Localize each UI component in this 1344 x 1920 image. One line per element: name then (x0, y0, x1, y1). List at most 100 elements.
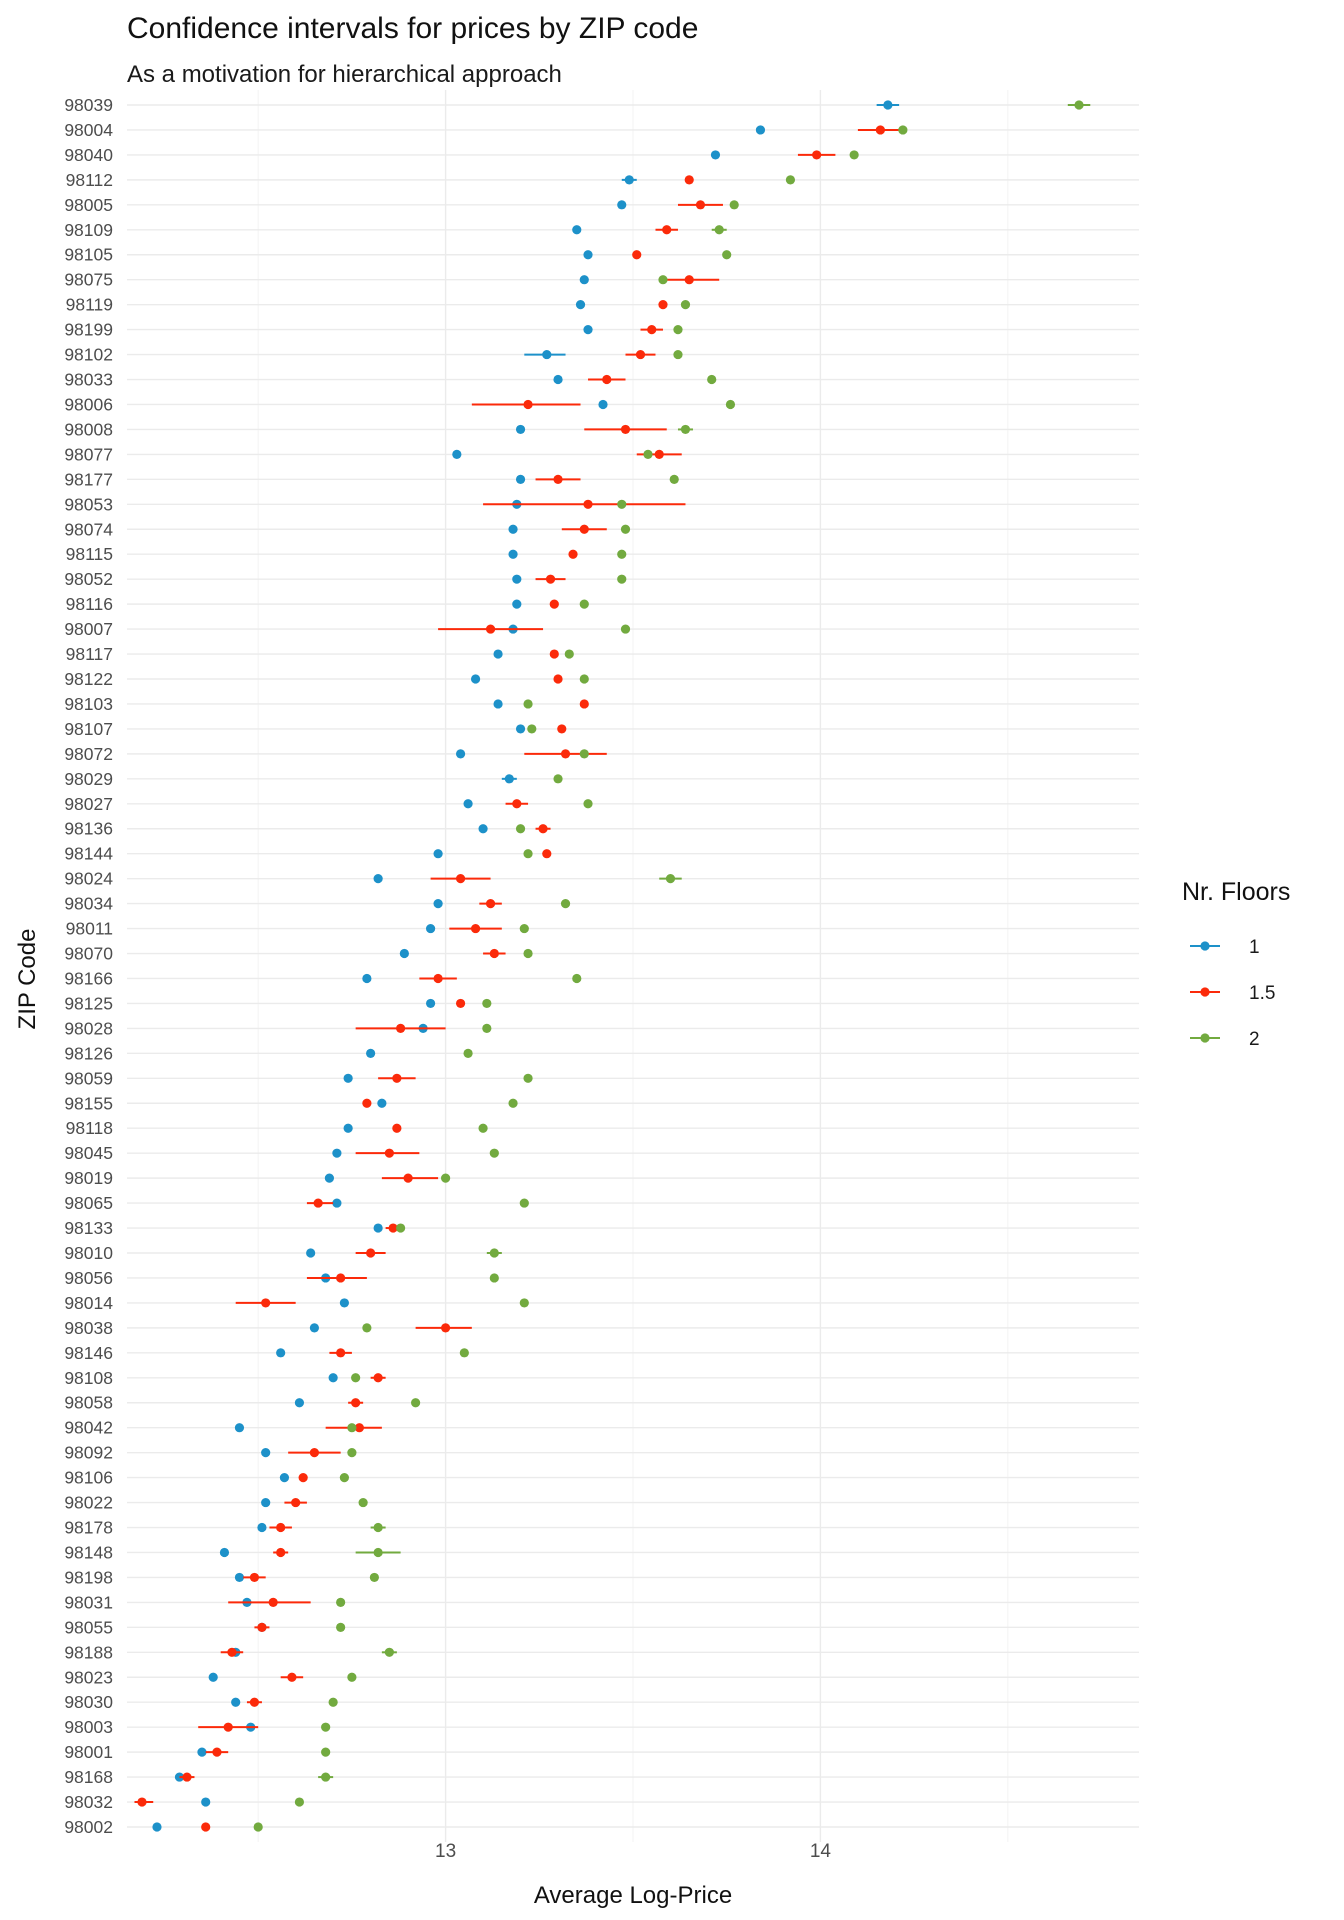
data-point (553, 374, 563, 385)
data-point (710, 150, 721, 160)
data-point (493, 649, 503, 659)
data-point (328, 1373, 338, 1383)
data-point (658, 275, 668, 285)
data-point (549, 599, 559, 609)
y-tick-label: 98119 (66, 295, 113, 315)
data-point (478, 824, 488, 834)
y-tick-label: 98155 (64, 1093, 113, 1113)
data-point (568, 549, 578, 559)
data-point (538, 824, 548, 834)
y-tick-label: 98188 (64, 1642, 113, 1662)
data-point (276, 1348, 286, 1358)
data-point (729, 200, 739, 210)
data-point (234, 1423, 245, 1433)
data-point (197, 1747, 207, 1757)
y-tick-label: 98003 (64, 1717, 113, 1737)
data-point (212, 1747, 222, 1757)
data-point (680, 424, 691, 435)
legend-label: 1.5 (1249, 983, 1275, 1004)
data-point (261, 1448, 271, 1458)
y-tick-label: 98007 (64, 619, 113, 639)
y-tick-label: 98027 (64, 794, 113, 814)
data-point (411, 1398, 421, 1408)
data-point (152, 1822, 162, 1832)
data-point (482, 998, 492, 1009)
y-tick-label: 98033 (64, 370, 113, 390)
data-point (362, 1323, 372, 1333)
data-point (343, 1073, 353, 1083)
data-point (309, 1448, 320, 1458)
data-point (354, 1423, 364, 1433)
data-point (523, 849, 533, 859)
data-point (336, 1597, 346, 1607)
y-tick-label: 98030 (64, 1692, 113, 1712)
data-point (523, 399, 533, 410)
data-point (347, 1423, 357, 1433)
data-point (287, 1672, 297, 1682)
data-point (635, 349, 646, 360)
data-point (673, 325, 683, 335)
y-tick-label: 98053 (64, 494, 113, 514)
y-tick-label: 98070 (64, 944, 113, 964)
data-point (557, 724, 567, 734)
x-tick-labels: 13 14 (435, 1841, 831, 1862)
data-point (234, 1572, 245, 1583)
y-tick-label: 98010 (64, 1243, 113, 1263)
data-point (373, 1373, 383, 1383)
data-point (519, 1198, 529, 1208)
data-point (665, 874, 676, 884)
data-point (620, 524, 631, 534)
data-point (433, 849, 443, 859)
data-point (849, 150, 859, 160)
data-point (362, 1098, 372, 1108)
data-point (579, 699, 589, 709)
data-point (669, 474, 679, 484)
y-tick-label: 98122 (64, 669, 113, 689)
data-point (336, 1348, 346, 1358)
data-point (433, 973, 443, 984)
data-point (545, 574, 556, 584)
y-tick-label: 98106 (64, 1468, 113, 1488)
data-point (617, 499, 627, 509)
data-point (617, 574, 627, 584)
data-point (602, 374, 612, 385)
y-tick-label: 98108 (64, 1368, 113, 1388)
data-point (433, 899, 443, 909)
data-point (309, 1323, 320, 1333)
x-tick-label: 14 (810, 1841, 832, 1862)
data-point (261, 1298, 271, 1308)
y-tick-label: 98133 (64, 1218, 113, 1238)
series-1 (152, 100, 900, 1832)
data-point (366, 1048, 376, 1058)
y-tick-label: 98038 (64, 1318, 113, 1338)
data-point (362, 973, 372, 984)
data-point (523, 699, 533, 709)
data-point (347, 1672, 357, 1682)
data-point (182, 1772, 192, 1782)
data-point (306, 1248, 316, 1258)
data-point (261, 1497, 271, 1508)
data-point (515, 474, 526, 484)
data-point (523, 1073, 533, 1083)
data-point (223, 1722, 233, 1732)
data-point (137, 1797, 147, 1807)
data-point (347, 1448, 357, 1458)
y-tick-label: 98125 (64, 993, 113, 1013)
data-point (632, 250, 642, 260)
data-point (276, 1547, 286, 1558)
data-point (527, 724, 537, 734)
data-point (707, 374, 717, 385)
data-point (249, 1572, 260, 1583)
data-point (493, 699, 503, 709)
y-tick-label: 98002 (64, 1817, 113, 1837)
data-point (298, 1473, 308, 1483)
data-point (455, 749, 466, 759)
y-tick-label: 98126 (64, 1043, 113, 1063)
y-tick-label: 98065 (64, 1193, 113, 1213)
data-point (426, 998, 436, 1009)
data-point (470, 674, 481, 684)
data-point (321, 1722, 331, 1732)
data-point (512, 799, 522, 809)
data-point (485, 624, 496, 634)
data-point (463, 1048, 473, 1058)
